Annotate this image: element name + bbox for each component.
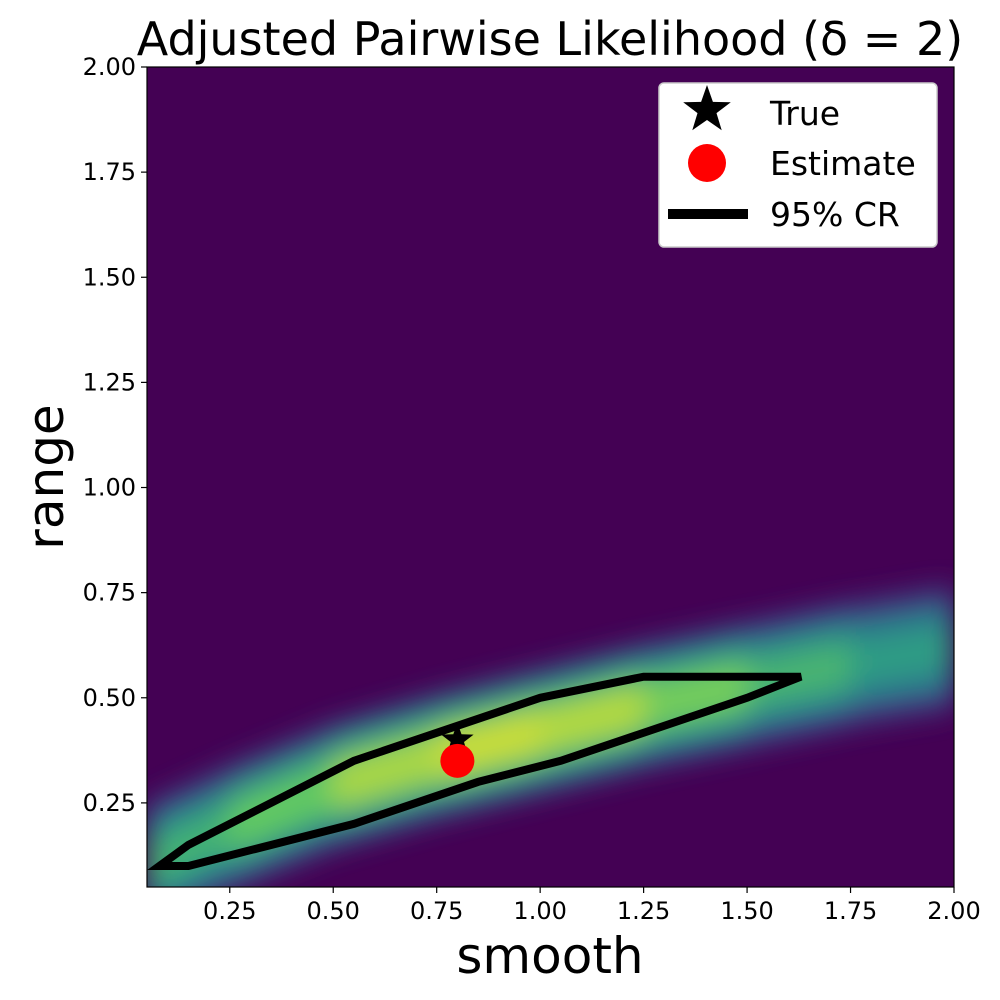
legend-label-true: True [769, 94, 840, 133]
x-tick-label: 1.25 [617, 897, 670, 925]
y-tick-label: 0.50 [83, 684, 136, 712]
legend-label-estimate: Estimate [770, 144, 916, 183]
x-tick-label: 1.50 [720, 897, 773, 925]
credible-region-95 [147, 672, 803, 870]
x-tick-label: 0.75 [410, 897, 463, 925]
y-tick-label: 1.00 [83, 474, 136, 502]
heatmap-density [147, 586, 954, 887]
x-tick-label: 0.25 [203, 897, 256, 925]
y-tick-label: 1.25 [83, 368, 136, 396]
legend-box [658, 82, 938, 248]
legend: True Estimate 95% CR [658, 82, 938, 248]
plot-frame [146, 66, 955, 888]
x-axis: 0.25 0.50 0.75 1.00 1.25 1.50 1.75 2.00 [203, 887, 981, 925]
y-tick-label: 0.75 [83, 579, 136, 607]
x-tick-label: 1.75 [824, 897, 877, 925]
y-tick-label: 2.00 [83, 53, 136, 81]
x-axis-title: smooth [456, 927, 643, 985]
true-value-star-marker [441, 722, 474, 754]
y-tick-label: 1.75 [83, 158, 136, 186]
y-axis-title: range [17, 404, 75, 549]
x-tick-label: 0.50 [307, 897, 360, 925]
heatmap-blur-group [147, 586, 954, 887]
legend-label-cr: 95% CR [770, 195, 900, 234]
density-band-3-4 [540, 685, 644, 753]
chart-title: Adjusted Pairwise Likelihood (δ = 2) [137, 12, 963, 66]
x-tick-label: 2.00 [927, 897, 980, 925]
density-band-3-7 [850, 626, 954, 686]
estimate-circle-marker [440, 743, 475, 778]
density-band-3-2 [333, 735, 437, 808]
y-tick-label: 0.25 [83, 789, 136, 817]
x-tick-label: 1.00 [513, 897, 566, 925]
y-tick-label: 1.50 [83, 263, 136, 291]
y-axis: 0.25 0.50 0.75 1.00 1.25 1.50 1.75 2.00 [83, 53, 147, 817]
legend-star-icon [683, 85, 731, 131]
legend-circle-icon [688, 144, 726, 182]
